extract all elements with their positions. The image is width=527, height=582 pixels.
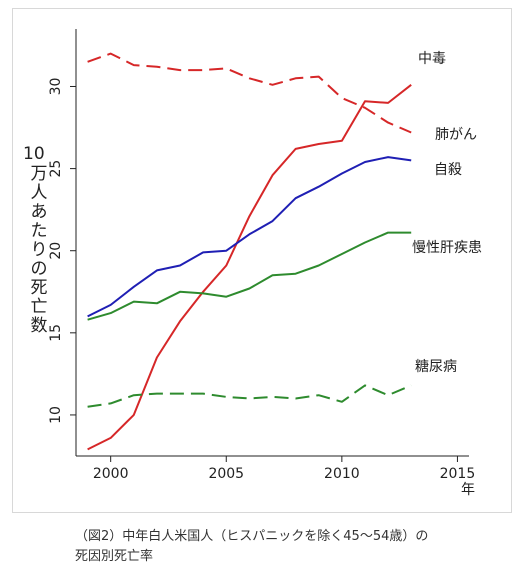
y-tick-label: 15 [48, 324, 64, 342]
series-line-1 [87, 84, 412, 451]
series-label-1: 中毒 [418, 51, 446, 67]
series-line-3 [87, 156, 412, 318]
axes [70, 29, 469, 462]
series-line-2 [87, 52, 412, 134]
y-axis-label: 万人あたりの死亡数 [31, 164, 48, 336]
x-axis-label: 年 [461, 482, 475, 498]
y-tick-label: 25 [48, 160, 64, 178]
x-tick-label: 2005 [208, 466, 244, 482]
line-chart: 2000 2005 2010 2015 10 15 20 25 30 中毒肺がん自殺慢性肝疾患… [23, 29, 482, 498]
x-tick-label: 2000 [93, 466, 129, 482]
figure-caption: （図2）中年白人米国人（ヒスパニックを除く45〜54歳）の 死因別死亡率 [75, 527, 428, 567]
y-tick-labels: 10 15 20 25 30 [48, 78, 64, 424]
y-axis-label-number: 10 [23, 144, 45, 164]
series-label-5: 糖尿病 [415, 359, 457, 375]
series-line-5 [87, 384, 412, 408]
x-tick-labels: 2000 2005 2010 2015 [93, 466, 475, 482]
x-tick-label: 2010 [324, 466, 360, 482]
series-line-4 [87, 231, 412, 321]
caption-line-1: （図2）中年白人米国人（ヒスパニックを除く45〜54歳）の [75, 529, 429, 544]
series-label-3: 自殺 [434, 162, 462, 178]
y-tick-label: 10 [48, 406, 64, 424]
y-tick-label: 30 [48, 78, 64, 96]
y-tick-label: 20 [48, 242, 64, 260]
series-lines [87, 52, 412, 451]
chart-frame: 2000 2005 2010 2015 10 15 20 25 30 中毒 肺がん 自殺 慢性肝疾患… [12, 8, 512, 513]
caption-line-2: 死因別死亡率 [75, 549, 154, 564]
x-tick-label: 2015 [440, 466, 476, 482]
series-label-2: 肺がん [435, 127, 477, 143]
series-label-4: 慢性肝疾患 [412, 239, 482, 256]
